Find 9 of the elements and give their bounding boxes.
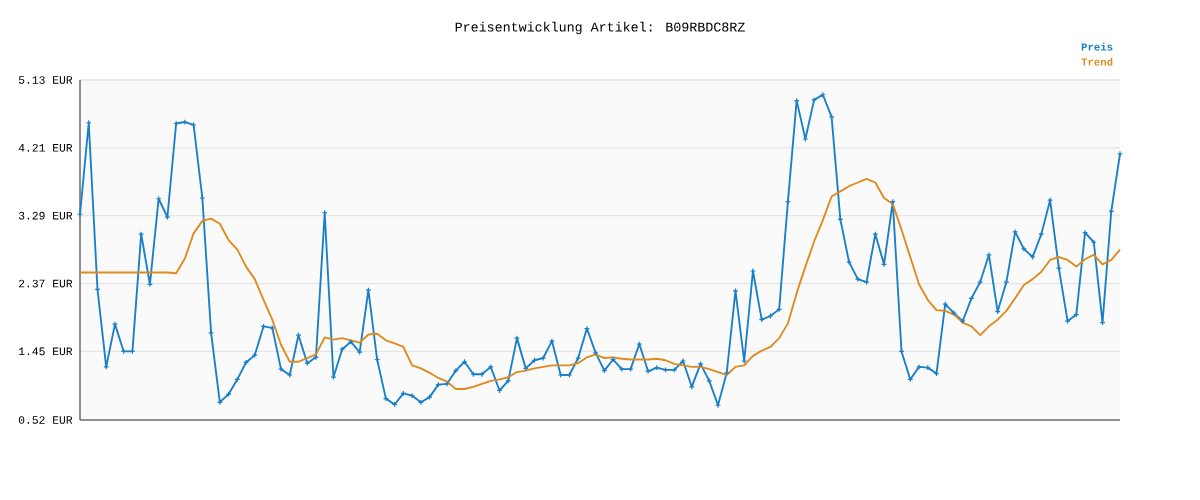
- y-tick-label: 0.52 EUR: [18, 416, 73, 424]
- y-tick-label: 2.37 EUR: [19, 279, 73, 288]
- y-tick-label: 5.13 EUR: [18, 76, 73, 84]
- y-tick-label: 1.45 EUR: [19, 347, 73, 356]
- text: Trend: [1081, 57, 1113, 66]
- y-tick-label: 4.21 EUR: [18, 143, 73, 152]
- y-tick-label: 3.29 EUR: [18, 211, 73, 220]
- text: Preis: [1081, 42, 1113, 51]
- chart-title: Preisentwicklung Artikel: B09RBDC8RZ: [455, 21, 745, 35]
